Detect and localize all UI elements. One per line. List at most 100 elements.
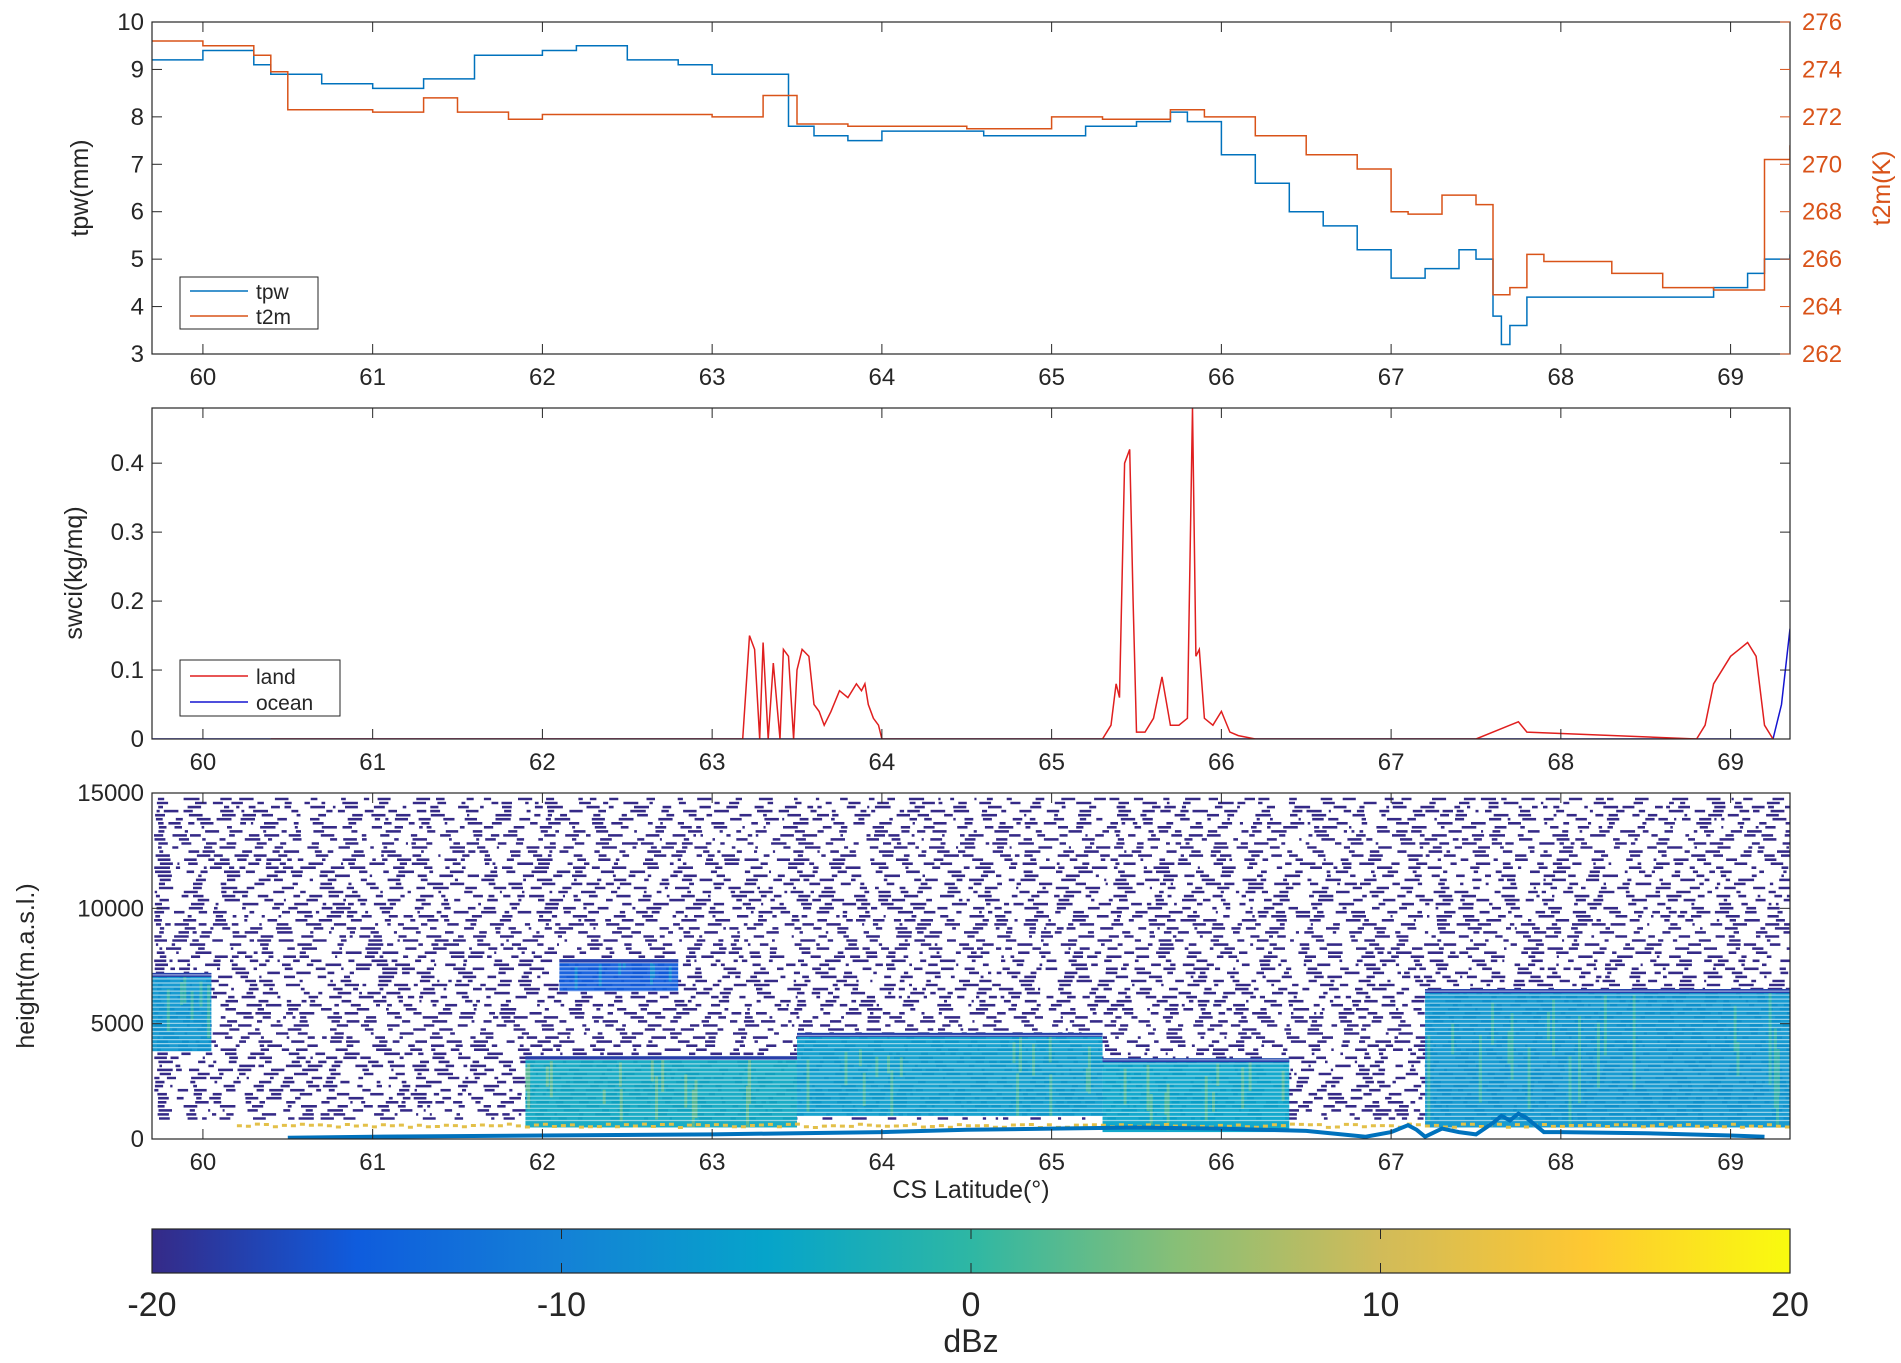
x-tick-label: 67 (1378, 364, 1405, 391)
colorbar-tick-label: -20 (127, 1286, 176, 1324)
tpw-t2m-x-axis: 60 61 62 63 64 65 66 67 68 69 (190, 22, 1744, 391)
y-right-tick-label: 264 (1802, 294, 1842, 321)
swci-axes-box (151, 407, 1791, 740)
x-tick-label: 64 (869, 364, 896, 391)
cloud-layer-edge (559, 959, 679, 964)
swci-panel: 60 61 62 63 64 65 66 67 68 69 0 0.1 0.2 0.3 0.4 swci(… (60, 407, 1791, 776)
t2m-axis-label: t2m(K) (1868, 151, 1896, 226)
x-tick-label: 65 (1038, 1149, 1065, 1176)
legend-label-t2m: t2m (256, 306, 291, 329)
reflectivity-axes-box (151, 792, 1791, 1140)
y-right-tick-label: 266 (1802, 246, 1842, 273)
x-tick-label: 61 (359, 364, 386, 391)
y-tick-label: 5 (131, 246, 144, 273)
y-tick-label: 7 (131, 151, 144, 178)
surface-clutter (236, 1122, 1790, 1129)
swci-x-axis: 60 61 62 63 64 65 66 67 68 69 (190, 408, 1744, 776)
y-tick-label: 0.2 (111, 588, 144, 615)
tpw-axis-label: tpw(mm) (66, 139, 94, 236)
x-tick-label: 60 (190, 1149, 217, 1176)
y-tick-label: 0.4 (111, 450, 144, 477)
height-axis-label: height(m.a.s.l.) (12, 883, 40, 1048)
y-tick-label: 8 (131, 104, 144, 131)
latitude-axis-label: CS Latitude(°) (892, 1176, 1049, 1204)
x-tick-label: 65 (1038, 749, 1065, 776)
legend-label-land: land (256, 666, 296, 689)
reflectivity-panel: 60 61 62 63 64 65 66 67 68 69 0 5000 10000 15000 hei… (12, 780, 1791, 1204)
x-tick-label: 67 (1378, 1149, 1405, 1176)
series-line-tpw (152, 44, 1790, 346)
tpw-y-axis: 3 4 5 6 7 8 9 10 (117, 9, 162, 368)
y-tick-label: 9 (131, 56, 144, 83)
series-line-ocean (152, 628, 1790, 739)
y-tick-label: 0 (131, 1126, 144, 1153)
x-tick-label: 66 (1208, 1149, 1235, 1176)
x-tick-label: 63 (699, 364, 726, 391)
reflectivity-x-axis: 60 61 62 63 64 65 66 67 68 69 (190, 793, 1744, 1176)
colorbar-tick-label: 0 (962, 1286, 981, 1324)
x-tick-label: 61 (359, 1149, 386, 1176)
x-tick-label: 66 (1208, 364, 1235, 391)
x-tick-label: 66 (1208, 749, 1235, 776)
x-tick-label: 60 (190, 364, 217, 391)
y-right-tick-label: 268 (1802, 199, 1842, 226)
cloud-layer-streaks (166, 974, 211, 1039)
x-tick-label: 69 (1717, 364, 1744, 391)
swci-y-axis: 0 0.1 0.2 0.3 0.4 (111, 450, 1790, 753)
y-tick-label: 0 (131, 726, 144, 753)
y-right-tick-label: 270 (1802, 151, 1842, 178)
x-tick-label: 64 (869, 1149, 896, 1176)
y-tick-label: 0.3 (111, 519, 144, 546)
x-tick-label: 68 (1547, 749, 1574, 776)
tpw-t2m-plot-area (152, 40, 1790, 346)
y-tick-label: 6 (131, 199, 144, 226)
colorbar-tick-label: 10 (1362, 1286, 1400, 1324)
y-right-tick-label: 272 (1802, 104, 1842, 131)
y-right-tick-label: 276 (1802, 9, 1842, 36)
x-tick-label: 69 (1717, 1149, 1744, 1176)
x-tick-label: 69 (1717, 749, 1744, 776)
x-tick-label: 60 (190, 749, 217, 776)
x-tick-label: 68 (1547, 364, 1574, 391)
x-tick-label: 62 (529, 749, 556, 776)
y-tick-label: 10 (117, 9, 144, 36)
legend-label-tpw: tpw (256, 281, 290, 304)
x-tick-label: 62 (529, 1149, 556, 1176)
y-tick-label: 5000 (91, 1011, 144, 1038)
y-tick-label: 15000 (77, 780, 144, 807)
tpw-t2m-legend: tpw t2m (179, 276, 319, 330)
colorbar-ticks: -20 -10 0 10 20 (127, 1229, 1809, 1324)
y-tick-label: 10000 (77, 895, 144, 922)
surface-elevation-line (287, 1111, 1765, 1139)
swci-axis-label: swci(kg/mq) (60, 506, 88, 639)
colorbar-tick-label: 20 (1771, 1286, 1809, 1324)
y-right-tick-label: 274 (1802, 56, 1842, 83)
tpw-t2m-axes-box (151, 21, 1791, 355)
scan-row-lines (152, 800, 1790, 1122)
cloud-layer-edge (797, 1032, 1103, 1037)
x-tick-label: 64 (869, 749, 896, 776)
y-tick-label: 3 (131, 341, 144, 368)
t2m-y-axis: 262 264 266 268 270 272 274 276 (1780, 9, 1842, 368)
colorbar-tick-label: -10 (537, 1286, 586, 1324)
y-tick-label: 0.1 (111, 657, 144, 684)
y-right-tick-label: 262 (1802, 341, 1842, 368)
x-tick-label: 62 (529, 364, 556, 391)
x-tick-label: 67 (1378, 749, 1405, 776)
cloud-layer (797, 1032, 1103, 1116)
x-tick-label: 63 (699, 1149, 726, 1176)
cloud-layer-edge (525, 1055, 798, 1060)
y-tick-label: 4 (131, 294, 144, 321)
reflectivity-plot-area (152, 797, 1790, 1139)
swci-plot-area (152, 408, 1790, 739)
x-tick-label: 61 (359, 749, 386, 776)
cloud-layer (1102, 1058, 1290, 1133)
series-line-t2m (152, 40, 1790, 296)
x-tick-label: 63 (699, 749, 726, 776)
height-y-axis: 0 5000 10000 15000 (77, 780, 1790, 1153)
colorbar: -20 -10 0 10 20 dBz (127, 1228, 1809, 1359)
legend-label-ocean: ocean (256, 692, 313, 715)
series-line-land (270, 408, 1774, 739)
